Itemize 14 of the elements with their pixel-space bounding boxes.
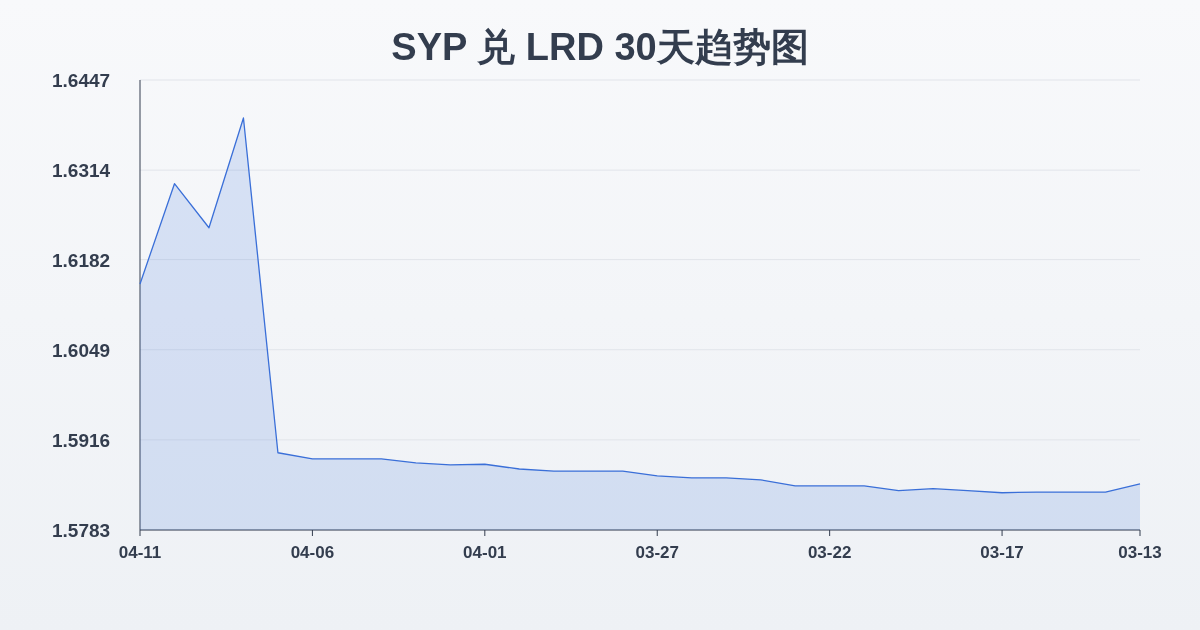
x-tick-label: 04-06	[290, 543, 335, 562]
y-tick-label: 1.5783	[52, 520, 111, 541]
x-tick-label: 03-17	[980, 543, 1024, 562]
y-tick-label: 1.6447	[52, 70, 111, 91]
x-tick-label: 03-13	[1118, 543, 1162, 562]
x-tick-label: 03-22	[807, 543, 852, 562]
x-tick-label: 04-11	[118, 543, 162, 562]
y-tick-label: 1.6314	[52, 160, 111, 182]
x-tick-label: 04-01	[463, 543, 507, 562]
y-tick-label: 1.6182	[52, 249, 111, 271]
y-tick-label: 1.5916	[52, 429, 111, 451]
x-tick-label: 03-27	[635, 543, 679, 562]
chart-title: SYP 兑 LRD 30天趋势图	[391, 26, 809, 68]
y-tick-label: 1.6049	[52, 339, 111, 361]
